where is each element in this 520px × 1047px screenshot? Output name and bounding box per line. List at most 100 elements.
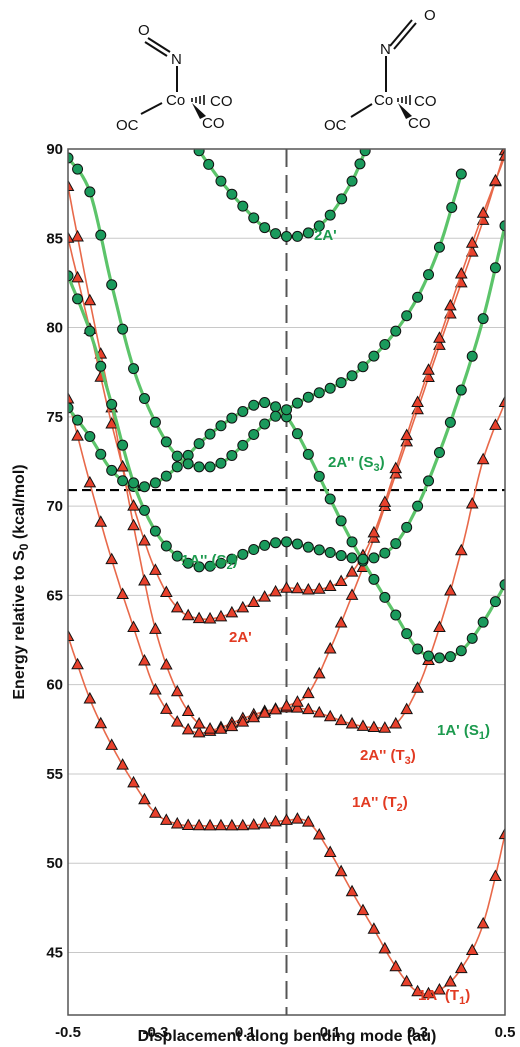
data-point-triangle	[379, 496, 390, 506]
data-point-triangle	[117, 759, 128, 769]
y-tick-label: 85	[46, 230, 63, 247]
data-point-circle	[183, 459, 193, 469]
data-point-circle	[249, 545, 259, 555]
left-co-ligand-bottom-label: CO	[202, 115, 225, 132]
data-point-circle	[107, 465, 117, 475]
data-point-circle	[107, 280, 117, 290]
data-point-circle	[282, 405, 292, 415]
data-point-triangle	[379, 943, 390, 953]
data-point-triangle	[72, 272, 83, 282]
data-point-circle	[150, 526, 160, 536]
right-nitrosyl-nitrogen-label: N	[380, 41, 391, 58]
data-point-triangle	[292, 813, 303, 823]
data-point-circle	[150, 417, 160, 427]
data-point-circle	[161, 541, 171, 551]
left-nitrosyl-oxygen-label: O	[138, 22, 150, 39]
data-point-circle	[249, 400, 259, 410]
x-tick-label: 0.5	[495, 1024, 516, 1041]
data-point-circle	[118, 440, 128, 450]
data-point-circle	[347, 553, 357, 563]
data-point-circle	[204, 159, 214, 169]
data-point-circle	[303, 542, 313, 552]
data-point-triangle	[183, 705, 194, 715]
data-point-circle	[478, 314, 488, 324]
data-point-circle	[227, 189, 237, 199]
data-point-circle	[172, 451, 182, 461]
data-point-triangle	[292, 696, 303, 706]
series-7	[194, 146, 370, 242]
data-point-triangle	[490, 175, 501, 185]
data-point-circle	[314, 388, 324, 398]
data-point-circle	[336, 516, 346, 526]
data-point-circle	[380, 592, 390, 602]
y-tick-label: 50	[46, 855, 63, 872]
data-point-triangle	[139, 655, 150, 665]
data-point-circle	[282, 231, 292, 241]
data-point-circle	[238, 406, 248, 416]
data-point-triangle	[357, 905, 368, 915]
data-point-triangle	[183, 610, 194, 620]
data-point-circle	[456, 169, 466, 179]
data-point-circle	[325, 494, 335, 504]
data-point-triangle	[150, 564, 161, 574]
data-point-circle	[355, 159, 365, 169]
data-point-circle	[413, 644, 423, 654]
data-point-circle	[73, 164, 83, 174]
data-point-circle	[336, 551, 346, 561]
data-point-circle	[424, 270, 434, 280]
data-point-circle	[271, 411, 281, 421]
y-tick-labels: 45505560657075808590	[46, 141, 63, 962]
data-point-circle	[96, 449, 106, 459]
data-point-circle	[107, 399, 117, 409]
data-point-circle	[129, 364, 139, 374]
data-point-circle	[391, 610, 401, 620]
y-tick-label: 70	[46, 498, 63, 515]
data-point-circle	[434, 242, 444, 252]
data-point-circle	[358, 362, 368, 372]
right-co-ligand-right-label: CO	[414, 93, 437, 110]
data-point-triangle	[172, 686, 183, 696]
data-point-circle	[260, 540, 270, 550]
data-point-circle	[260, 398, 270, 408]
data-point-circle	[424, 651, 434, 661]
data-point-triangle	[84, 295, 95, 305]
data-point-circle	[249, 429, 259, 439]
data-point-circle	[303, 449, 313, 459]
data-point-triangle	[347, 886, 358, 896]
data-point-circle	[456, 646, 466, 656]
data-point-circle	[369, 351, 379, 361]
data-point-circle	[238, 549, 248, 559]
y-tick-label: 80	[46, 320, 63, 337]
right-co-ligand-bottom-label: CO	[408, 115, 431, 132]
data-point-circle	[402, 311, 412, 321]
data-point-circle	[96, 361, 106, 371]
data-point-circle	[325, 210, 335, 220]
data-point-circle	[139, 394, 149, 404]
right-cobalt-label: Co	[374, 92, 393, 109]
data-point-triangle	[467, 498, 478, 508]
x-axis-title: Displacement along bending mode (au)	[138, 1028, 437, 1045]
data-point-circle	[445, 417, 455, 427]
data-point-triangle	[117, 588, 128, 598]
data-point-triangle	[215, 820, 226, 830]
right-oc-ligand-label: OC	[324, 117, 347, 134]
left-cobalt-label: Co	[166, 92, 185, 109]
data-point-circle	[336, 378, 346, 388]
data-point-triangle	[139, 535, 150, 545]
data-point-triangle	[72, 231, 83, 241]
data-point-circle	[271, 538, 281, 548]
curve-label: 2A'	[314, 227, 337, 244]
data-point-triangle	[478, 454, 489, 464]
data-point-circle	[161, 471, 171, 481]
data-point-circle	[292, 429, 302, 439]
data-point-triangle	[325, 847, 336, 857]
left-molecule-structure: O N Co OC CO CO	[116, 22, 233, 134]
data-point-triangle	[336, 866, 347, 876]
data-point-triangle	[84, 693, 95, 703]
data-point-circle	[337, 194, 347, 204]
data-point-circle	[85, 326, 95, 336]
data-point-triangle	[434, 622, 445, 632]
data-point-circle	[467, 351, 477, 361]
data-point-circle	[260, 223, 270, 233]
y-tick-label: 90	[46, 141, 63, 158]
